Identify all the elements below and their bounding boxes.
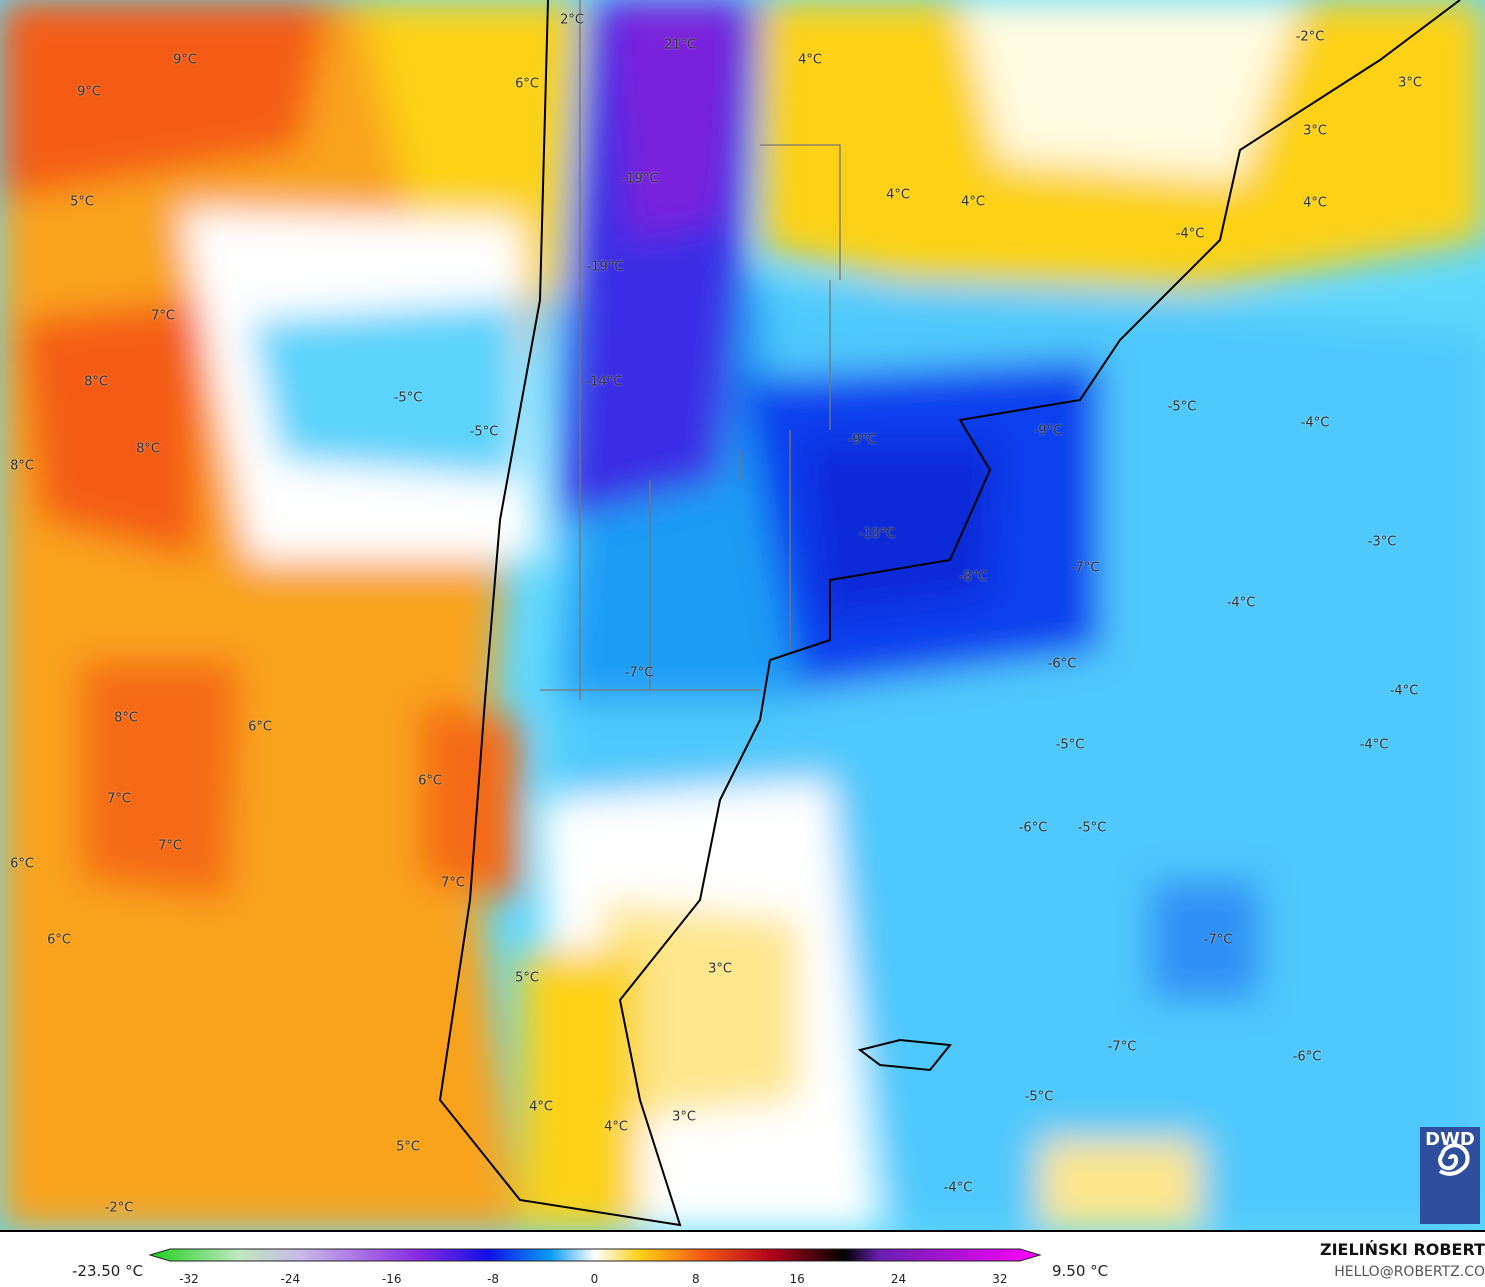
temperature-map: 2°C 21°C 9°C 6°C 4°C -2°C 3°C 9°C 3°C -19°C 4°C 4°C… [0, 0, 1485, 1232]
dwd-logo: DWD [1420, 1127, 1480, 1224]
temperature-label: 4°C [529, 1099, 553, 1115]
scale-tick: 8 [691, 1272, 700, 1286]
temperature-label: 4°C [961, 194, 985, 210]
temperature-label: -6°C [1018, 820, 1048, 836]
temperature-label: 9°C [77, 84, 101, 100]
temperature-label: -6°C [1292, 1049, 1322, 1065]
temperature-label: 4°C [886, 187, 910, 203]
temperature-label: 6°C [47, 932, 71, 948]
temperature-label: 8°C [84, 374, 108, 390]
temperature-label: -2°C [1295, 29, 1325, 45]
temperature-label: 4°C [604, 1119, 628, 1135]
temperature-label: 3°C [1398, 75, 1422, 91]
color-bar [148, 1248, 1042, 1262]
temperature-label: -5°C [469, 424, 499, 440]
scale-tick: 32 [992, 1272, 1008, 1286]
temperature-label: -5°C [1077, 820, 1107, 836]
temperature-label: 8°C [114, 710, 138, 726]
scale-tick: 16 [789, 1272, 805, 1286]
temperature-label: -4°C [943, 1180, 973, 1196]
temperature-label: 7°C [158, 838, 182, 854]
temperature-label: -6°C [1047, 656, 1077, 672]
temperature-label: -5°C [393, 390, 423, 406]
temperature-label: -19°C [586, 259, 624, 275]
temperature-label: 3°C [672, 1109, 696, 1125]
temperature-label: 4°C [1303, 195, 1327, 211]
temperature-label: -7°C [1107, 1039, 1137, 1055]
temperature-label: 7°C [151, 308, 175, 324]
temperature-label: 5°C [396, 1139, 420, 1155]
temperature-label: 7°C [107, 791, 131, 807]
temperature-label: -7°C [1203, 932, 1233, 948]
temperature-label: 6°C [418, 773, 442, 789]
scale-tick: 0 [590, 1272, 599, 1286]
temperature-label: -4°C [1359, 737, 1389, 753]
temperature-label: 9°C [173, 52, 197, 68]
spiral-icon [1438, 1143, 1470, 1176]
temperature-label: -7°C [1070, 560, 1100, 576]
color-scale [148, 1248, 1042, 1262]
temperature-label: 7°C [441, 875, 465, 891]
scale-tick: -24 [280, 1272, 301, 1286]
temperature-label: -2°C [104, 1200, 134, 1216]
temperature-label: 4°C [798, 52, 822, 68]
scale-tick: -32 [179, 1272, 199, 1286]
temperature-label: 8°C [10, 458, 34, 474]
author-credit: ZIELIŃSKI ROBERT [1319, 1240, 1485, 1259]
temperature-label: 2°C [560, 12, 584, 28]
temperature-field [0, 0, 1485, 1230]
temperature-label: 6°C [10, 856, 34, 872]
temperature-label: -9°C [847, 432, 877, 448]
temperature-label: -19°C [621, 171, 659, 187]
temperature-label: 3°C [1303, 123, 1327, 139]
author-email: HELLO@ROBERTZ.CO [1334, 1264, 1485, 1280]
temperature-label: -4°C [1226, 595, 1256, 611]
temperature-label: 6°C [515, 76, 539, 92]
temperature-label: 8°C [136, 441, 160, 457]
temperature-label: -10°C [858, 526, 896, 542]
temperature-label: -3°C [1367, 534, 1397, 550]
temperature-label: -5°C [1167, 399, 1197, 415]
temperature-label: 5°C [70, 194, 94, 210]
temperature-label: -9°C [1033, 423, 1063, 439]
max-value: 9.50 °C [1052, 1262, 1109, 1280]
temperature-label: -4°C [1300, 415, 1330, 431]
temperature-label: -4°C [1389, 683, 1419, 699]
temperature-label: -14°C [585, 374, 623, 390]
temperature-label: -8°C [958, 569, 988, 585]
temperature-label: 3°C [708, 961, 732, 977]
temperature-label: 6°C [248, 719, 272, 735]
temperature-label: -4°C [1175, 226, 1205, 242]
scale-tick: -8 [487, 1272, 500, 1286]
temperature-label: -5°C [1024, 1089, 1054, 1105]
min-value: -23.50 °C [72, 1262, 144, 1280]
temperature-label: -5°C [1055, 737, 1085, 753]
temperature-label: 5°C [515, 970, 539, 986]
scale-tick: 24 [890, 1272, 907, 1286]
dwd-logo-text: DWD [1425, 1129, 1475, 1150]
temperature-label: 21°C [663, 37, 697, 53]
temperature-label: -7°C [624, 665, 654, 681]
scale-tick: -16 [381, 1272, 402, 1286]
